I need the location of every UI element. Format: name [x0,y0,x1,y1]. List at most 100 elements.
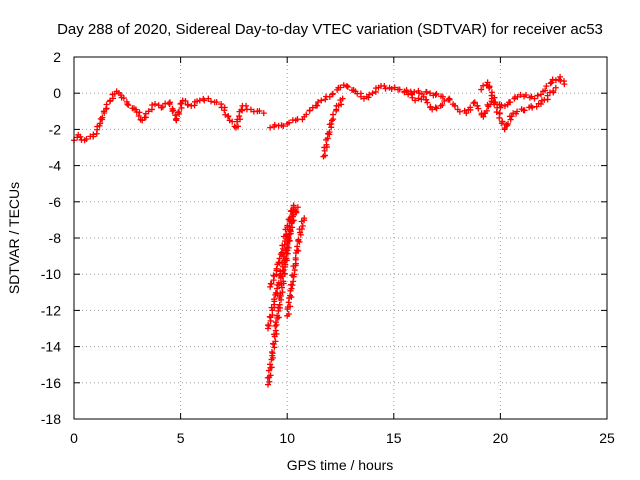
data-point [213,99,220,106]
data-point [280,123,287,130]
data-point [270,272,277,279]
data-point [439,102,446,109]
data-point [295,236,302,243]
data-point [441,97,448,104]
data-point [279,284,286,291]
data-point [309,104,316,111]
y-tick-label: -8 [49,230,62,246]
data-point [429,106,436,113]
data-point [83,135,90,142]
y-tick-label: -4 [49,158,62,174]
x-tick-label: 5 [177,430,185,446]
data-point [103,101,110,108]
data-point [238,106,245,113]
x-tick-label: 20 [493,430,509,446]
data-point [432,104,439,111]
data-point [456,108,463,115]
y-tick-label: 0 [53,85,61,101]
data-point [547,80,554,87]
data-point [291,267,298,274]
data-point [328,117,335,124]
data-point [549,76,556,83]
data-point [427,90,434,97]
y-axis-label: SDTVAR / TECUs [6,182,22,294]
data-point [224,113,231,120]
data-point [315,98,322,105]
x-tick-label: 25 [599,430,615,446]
data-point [279,263,286,270]
data-point [279,245,286,252]
data-point [343,82,350,89]
y-tick-label: -18 [41,411,61,427]
data-point [273,330,280,337]
data-point [178,100,185,107]
data-point [543,83,550,90]
data-point [77,133,84,140]
data-point [260,110,267,117]
data-point [256,107,263,114]
data-point [544,92,551,99]
data-point [529,104,536,111]
data-point [282,238,289,245]
data-point [166,100,172,107]
data-point [221,107,228,114]
data-point [286,119,293,126]
data-point [542,87,549,94]
data-point [267,124,274,131]
data-point [480,113,487,120]
data-point [496,114,503,121]
data-point [344,83,351,90]
data-point [403,87,410,94]
data-point [391,84,398,91]
data-point [294,243,301,250]
data-point [268,348,275,355]
tick-marks [73,56,608,420]
data-point [267,280,274,287]
data-point [318,97,325,104]
y-tick-labels: 2 0 -2 -4 -6 -8 -10 -12 -14 -16 -18 [41,49,61,427]
data-point [149,102,156,109]
data-point [508,113,515,120]
data-point [486,84,493,91]
data-point [505,120,512,127]
data-point [276,301,283,308]
data-point [423,88,430,95]
x-tick-label: 0 [70,430,78,446]
data-point [136,109,143,116]
data-points [71,73,568,388]
data-point [299,223,306,230]
data-point [521,107,528,114]
data-point [271,296,278,303]
data-point [314,102,321,109]
data-point [271,344,278,351]
data-point [470,100,477,107]
data-point [294,204,301,211]
data-point [243,102,250,109]
data-point [493,109,500,116]
data-point [271,121,278,128]
data-point [330,111,337,118]
data-point [322,96,329,103]
data-point [439,93,446,100]
data-point [169,108,176,115]
data-point [159,103,166,110]
data-point [507,116,514,123]
data-point [446,96,453,103]
x-tick-label: 10 [279,430,295,446]
data-point [275,279,282,286]
data-point [510,110,517,117]
data-point [303,111,310,118]
y-tick-label: -14 [41,339,61,355]
data-point [272,338,279,345]
y-tick-label: -2 [49,121,62,137]
data-point [120,95,127,102]
data-point [433,105,440,112]
data-point [272,319,279,326]
data-point [276,255,283,262]
data-point [561,81,568,88]
data-point [284,222,291,229]
data-point [265,322,272,329]
data-point [152,101,159,108]
data-point [498,120,505,127]
data-point [415,95,422,102]
